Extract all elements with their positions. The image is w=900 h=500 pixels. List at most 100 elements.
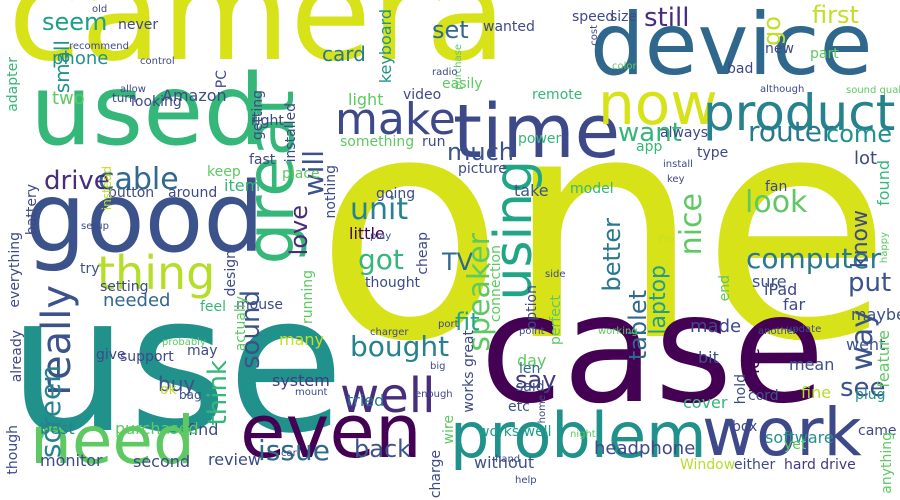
word-fast: fast [249, 152, 276, 168]
word-think: think [203, 360, 233, 426]
word-radio: radio [432, 67, 458, 78]
word-cord: cord [748, 388, 779, 404]
word-feel: feel [200, 299, 227, 315]
word-enough: enough [415, 389, 453, 400]
word-something: something [340, 134, 415, 150]
word-port: port [438, 319, 459, 330]
word-install: install [663, 159, 693, 170]
word-sure: sure [752, 272, 787, 291]
word-monitor: monitor [40, 451, 103, 470]
word-place: place [282, 166, 320, 182]
word-light: light [348, 90, 384, 109]
word-app: app [636, 139, 663, 155]
word-good: good [25, 162, 265, 274]
word-two: two [52, 88, 85, 109]
word-time: time [453, 89, 621, 175]
word-type: type [697, 145, 729, 161]
word-item: item [224, 176, 261, 195]
word-box: box [732, 419, 758, 435]
word-play: play [370, 231, 392, 242]
word-works-great: works great [461, 330, 477, 413]
word-allow: allow [120, 84, 146, 95]
word-key: key [667, 174, 685, 185]
word-look: look [745, 185, 808, 220]
word-use: use [8, 254, 345, 475]
word-software: software [765, 428, 834, 447]
word-option: option [524, 285, 540, 330]
word-find: find [188, 420, 219, 439]
word-maybe: maybe [851, 305, 900, 324]
word-day: day [517, 351, 547, 370]
word-may: may [187, 343, 218, 359]
word-best: best [40, 419, 75, 438]
word-wanted: wanted [483, 19, 535, 35]
word-ok: ok [160, 382, 177, 398]
word-far: far [783, 295, 806, 314]
word-going: going [376, 186, 416, 202]
word-car: car [281, 448, 297, 459]
word-back: back [354, 435, 412, 463]
word-one: one [315, 49, 892, 410]
word-installed: installed [283, 103, 299, 163]
word-case: case [480, 263, 825, 437]
word-computer: computer [746, 242, 882, 275]
word-many: many [279, 330, 324, 349]
word-card: card [322, 42, 366, 66]
word-hand: hand [495, 454, 521, 465]
word-design: design [223, 250, 239, 297]
word-come: come [826, 120, 893, 148]
word-run: run [422, 134, 446, 150]
word-cost: cost [589, 25, 600, 46]
word-etc: etc [508, 399, 530, 415]
word-len: len [519, 361, 541, 377]
word-hold: hold [733, 374, 749, 405]
word-another: another [758, 326, 798, 337]
word-home: home [537, 395, 548, 424]
word-purchased: purchased [115, 419, 199, 438]
word-remote: remote [532, 87, 583, 103]
word-perfect: perfect [548, 295, 564, 345]
word-much: much [447, 138, 514, 166]
word-wire: wire [441, 415, 457, 445]
word-ipad: iPad [764, 280, 798, 299]
word-keep: keep [207, 164, 241, 180]
word-love: love [285, 205, 313, 256]
word-night: night [570, 429, 596, 440]
word-problem: problem [450, 399, 707, 472]
word-video: video [403, 87, 442, 103]
word-everything: everything [7, 232, 23, 308]
word-tv: TV [442, 248, 474, 276]
word-hard-drive: hard drive [784, 457, 856, 473]
word-update: update [786, 324, 822, 335]
word-new: new [765, 41, 794, 57]
word-pc: PC [214, 70, 230, 89]
word-model: model [570, 181, 614, 197]
word-running: running [300, 270, 316, 325]
word-got: got [358, 243, 404, 276]
word-thing: thing [97, 246, 216, 300]
word-amazon: Amazon [162, 86, 227, 105]
word-cheap: cheap [415, 232, 431, 275]
word-router: router [748, 115, 834, 148]
word-unit: unit [350, 192, 409, 227]
word-headphone: headphone [594, 438, 696, 459]
word-came: came [858, 423, 897, 439]
word-mouse: mouse [236, 297, 283, 313]
word-either: either [734, 457, 776, 473]
word-now: now [598, 70, 718, 138]
word-mean: mean [789, 355, 835, 374]
word-picture: picture [458, 161, 507, 177]
word-little: little [349, 224, 385, 243]
word-support: support [120, 349, 174, 365]
word-mount: mount [295, 387, 328, 398]
word-bag: bag [179, 388, 202, 402]
word-thought: thought [365, 275, 421, 291]
word-drive: drive [44, 166, 110, 196]
word-plug: plug [855, 387, 886, 403]
word-getting: getting [250, 90, 266, 141]
word-issue: issue [258, 434, 330, 467]
word-recommend: recommend [69, 41, 129, 52]
word-anything: anything [879, 432, 895, 494]
word-know: know [848, 210, 873, 269]
